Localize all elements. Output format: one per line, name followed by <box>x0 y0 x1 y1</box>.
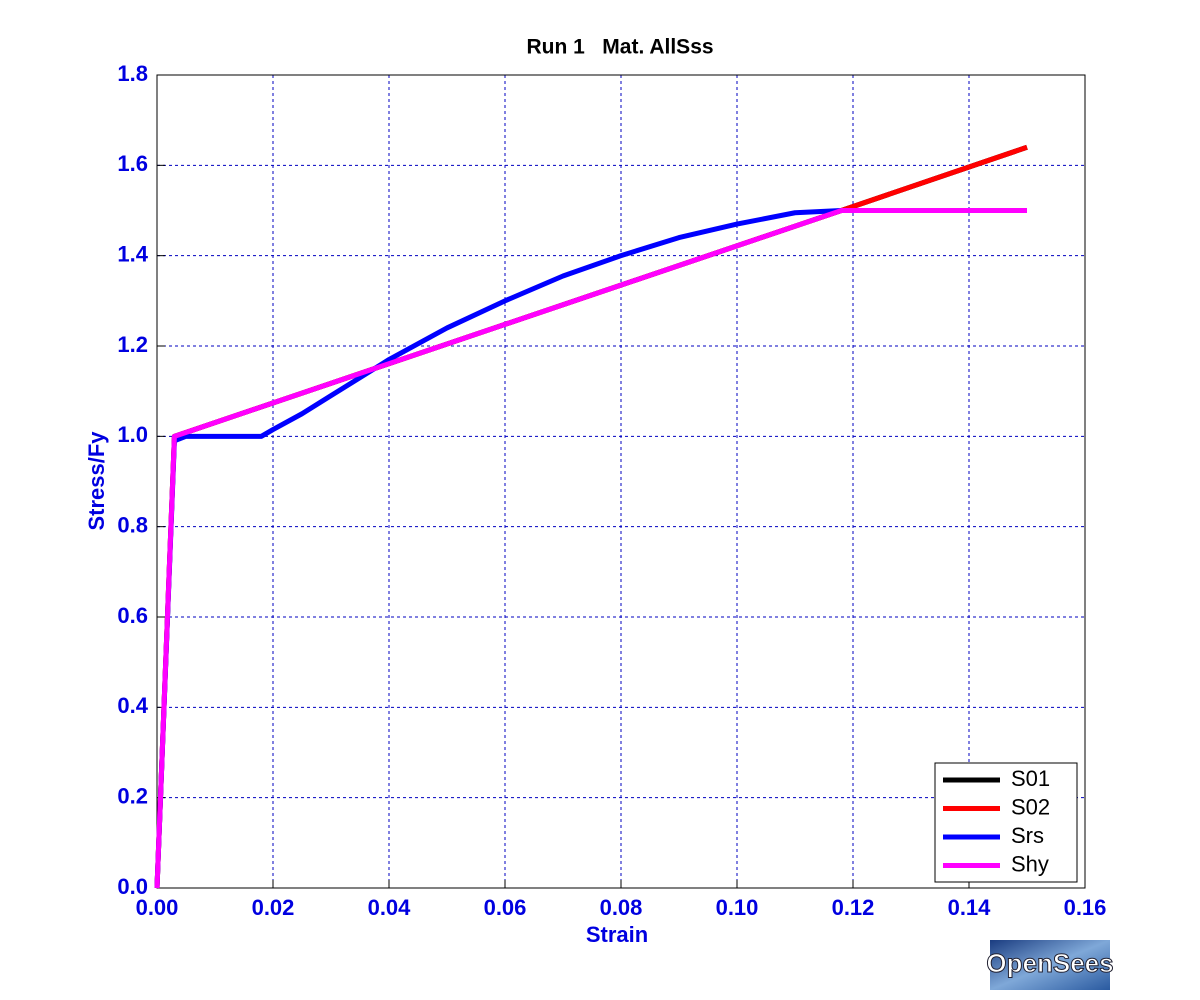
y-tick-label: 1.4 <box>117 241 148 266</box>
x-axis-label: Strain <box>586 922 648 947</box>
y-axis-label: Stress/Fy <box>84 431 109 531</box>
legend-label: Srs <box>1011 823 1044 848</box>
series-line <box>154 208 1027 889</box>
y-tick-label: 0.2 <box>117 783 148 808</box>
y-tick-label: 1.0 <box>117 422 148 447</box>
legend-label: S02 <box>1011 794 1050 819</box>
plot-frame <box>156 74 1086 889</box>
y-tick-label: 1.8 <box>117 61 148 86</box>
y-tick-label: 0.0 <box>117 874 148 899</box>
legend: S01 S02 Srs Shy <box>934 762 1078 883</box>
legend-label: S01 <box>1011 766 1050 791</box>
legend-box <box>934 762 1078 883</box>
y-tick-label: 0.8 <box>117 512 148 537</box>
chart-title: Run 1 Mat. AllSss <box>526 36 713 59</box>
x-tick-label: 0.00 <box>136 895 179 920</box>
logo-background <box>990 940 1110 990</box>
series-line <box>154 208 842 889</box>
x-tick-label: 0.02 <box>252 895 295 920</box>
x-tick-label: 0.04 <box>368 895 412 920</box>
legend-label: Shy <box>1011 851 1049 876</box>
y-tick-label: 0.6 <box>117 603 148 628</box>
x-tick-label: 0.12 <box>832 895 875 920</box>
y-tick-label: 1.2 <box>117 332 148 357</box>
x-tick-label: 0.14 <box>948 895 992 920</box>
x-tick-label: 0.10 <box>716 895 759 920</box>
logo-text: OpenSees <box>986 948 1113 978</box>
x-tick-label: 0.06 <box>484 895 527 920</box>
y-tick-label: 0.4 <box>117 693 148 718</box>
x-tick-label: 0.08 <box>600 895 643 920</box>
x-tick-label: 0.16 <box>1064 895 1107 920</box>
logo: OpenSees <box>986 940 1114 990</box>
y-tick-label: 1.6 <box>117 151 148 176</box>
